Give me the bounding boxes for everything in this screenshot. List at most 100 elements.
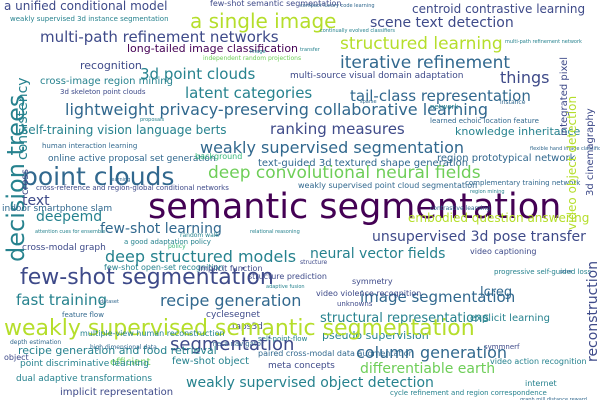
word-reconstruction: reconstruction [585,260,600,362]
word-human-interaction: human interaction learning [42,142,138,150]
word-complementary: complementary training network [465,179,581,187]
word-structure-prediction: structure prediction [248,272,327,281]
word-policy: policy [168,243,186,250]
word-few-shot-segmentation: few-shot segmentation [20,265,274,290]
word-text: text [22,193,50,209]
word-region-mining: region mining [470,189,505,195]
word-deep-convolutional-neural-fields: deep convolutional neural fields [208,163,481,183]
word-few-shot-open-set: few-shot open-set recognition [104,263,224,272]
word-scene-text-detection: scene text detection [370,15,514,31]
word-explicit-learning: explicit learning [470,313,550,324]
word-image: image [250,49,266,55]
word-implicit-function: implicit function [198,264,263,273]
word-image-segmentation: image segmentation [360,288,516,306]
word-few-shot-semantic: few-shot semantic segmentation [210,0,342,8]
word-graph-mill: graph mill distance reward [520,397,587,400]
word-lcreg: lcreg [480,285,513,300]
word-ranking-measures: ranking measures [270,120,405,138]
word-3d-cinemagraphy: 3d cinemagraphy [585,108,596,196]
word-structure-tiny: structure [300,259,328,266]
word-tail-class: tail-class representation [350,87,531,105]
word-lightweight: lightweight privacy-preserving collabora… [65,100,488,119]
word-cross-reference: cross-reference and region-global condit… [36,184,229,192]
word-weakly-supervised-object-detection: weakly supervised object detection [186,375,434,391]
word-a-good-adaptation: a good adaptation policy [124,238,211,246]
word-meta-navigator: meta navigator [210,340,264,348]
word-multi-path: multi-path refinement networks [40,28,279,46]
word-3d-skeleton: 3d skeleton point clouds [60,88,146,96]
word-recipe-food: recipe generation and food retrieval [18,344,217,357]
word-video-violence: video violence recognition [316,289,422,298]
word-online-active: online active proposal set generation [48,154,216,164]
word-flexible-hand-image: flexible hand image classification [530,146,600,152]
word-network: network [430,103,459,111]
word-cross-modal-graph: cross-modal graph [22,243,106,253]
word-implicit-representation: implicit representation [60,387,174,398]
word-paired-cross-modal: paired cross-modal data augmentation [258,349,414,358]
word-multi-path-small: multi-path refinement network [505,39,582,45]
word-semantic-segmentation: semantic segmentation [148,187,562,227]
word-differentiable-earth: differentiable earth [360,361,496,377]
word-relational: relational reasoning [250,229,300,235]
word-dual-adaptive: dual adaptive transformations [16,374,153,384]
word-transfer: transfer [300,47,320,53]
word-neural-vector-fields: neural vector fields [310,246,446,262]
word-video-captioning: video captioning [470,247,537,256]
word-symmnerf: symmnerf [484,343,520,351]
word-iterative-refinement: iterative refinement [340,53,511,73]
word-feature-flow: feature flow [62,311,104,319]
word-independent-random: independent random projections [203,55,302,62]
word-structural-representations: structural representations [320,311,490,326]
word-few-shot-object: few-shot object [172,356,250,367]
word-taps3d: taps3d [232,322,263,332]
word-text-guided: text-guided 3d textured shape generation [258,158,469,169]
word-efficient: efficient [110,357,151,368]
word-continually-evolved: continually evolved classifiers [320,28,396,34]
word-structured-learning: structured learning [340,34,503,54]
word-recognition: recognition [80,59,142,72]
word-3d-point-clouds: 3d point clouds [140,65,256,83]
word-multiple-view: multiple-view human reconstruction [80,329,225,338]
word-video-object-detection: video object detection [565,95,579,230]
word-latent-categories: latent categories [185,84,313,102]
word-instance: instance [500,99,526,106]
word-pose: pose [560,269,572,275]
word-depth-estimation: depth estimation [10,339,62,346]
word-unsupervised-3d-pose: unsupervised 3d pose transfer [372,229,586,245]
word-cyclesegnet: cyclesegnet [206,310,260,320]
word-multi-source: multi-source visual domain adaptation [290,71,464,81]
word-deepemd: deepemd [36,209,103,225]
word-weakly-supervised-point-cloud: weakly supervised point cloud segmentati… [298,181,478,190]
word-progressive: progressive self-guided loss [494,268,592,276]
word-deep-structured-models: deep structured models [105,247,297,266]
word-self-point-flow: self-point-flow [258,335,308,343]
word-pseudo-supervision: pseudo supervision [322,329,429,342]
word-high-dim: high dimensional data [90,344,157,351]
word-few-shot-learning: few-shot learning [100,221,222,237]
word-point-clouds: point clouds [22,162,175,191]
word-cross-image-region: cross-image region mining [40,76,173,87]
word-learning: learning [110,177,131,183]
word-object: object [4,353,29,362]
word-cross: cross [20,169,31,195]
word-contrastive-learning: contrastive learning [430,205,491,212]
word-fast-training: fast training [16,291,108,309]
word-compact: compact luxury code learning [300,3,375,9]
word-symmetry: symmetry [352,277,393,286]
word-embodied-qa: embodied question answering [408,211,590,225]
word-a-single-image: a single image [190,9,337,33]
word-knowledge-inheritance: knowledge inheritance [455,125,581,138]
word-point-discriminative: point discriminative learning [20,359,149,369]
word-internet: internet [525,379,557,388]
word-column-generation: column generation [356,343,507,362]
word-sparse: sparse [360,99,377,105]
word-things: things [500,68,550,87]
word-region-prototypical: region prototypical network [437,153,576,164]
word-random-walk: random walk [180,232,219,239]
word-centroid-contrastive: centroid contrastive learning [412,2,586,16]
word-self-training: self-training vision language berts [22,123,227,137]
word-segmentation: segmentation [170,334,295,355]
word-learned-echoic: learned echoic location feature [430,117,539,125]
word-adaptive-fusion: adaptive fusion [266,284,305,290]
